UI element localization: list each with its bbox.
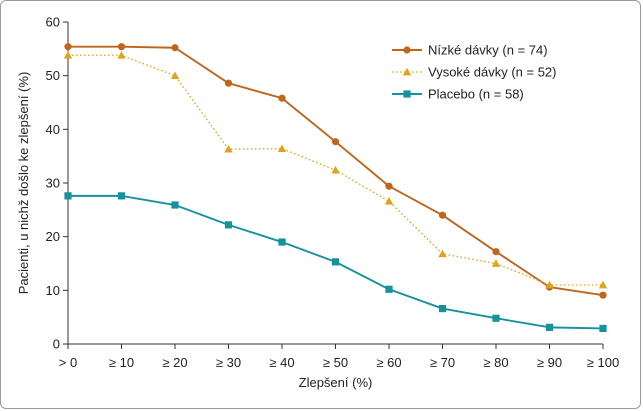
data-point: [331, 258, 340, 266]
data-point: [545, 323, 554, 331]
data-point: [403, 90, 411, 98]
x-tick-label: ≥ 20: [162, 355, 187, 370]
legend-item: Nízké dávky (n = 74): [392, 43, 548, 58]
x-tick-label: ≥ 70: [430, 355, 455, 370]
data-point: [224, 144, 233, 153]
data-point: [277, 144, 287, 153]
data-point: [598, 280, 608, 289]
y-tick-label: 40: [46, 122, 60, 137]
data-point: [545, 280, 554, 289]
x-tick-label: > 0: [59, 355, 77, 370]
y-axis: 0 10 20 30 40 50 60: [46, 15, 69, 352]
data-point: [64, 43, 72, 51]
x-tick-label: ≥ 80: [483, 355, 508, 370]
y-tick-label: 30: [46, 176, 60, 191]
x-tick-label: ≥ 60: [376, 355, 401, 370]
data-point: [331, 165, 340, 174]
data-point: [117, 43, 126, 51]
data-point: [492, 314, 500, 322]
x-axis: > 0 ≥ 10 ≥ 20 ≥ 30 ≥ 40 ≥ 50 ≥ 60 ≥ 70 ≥ 80 ≥ 90 ≥…: [59, 343, 619, 370]
x-tick-label: ≥ 10: [109, 355, 134, 370]
x-tick-label: ≥ 50: [323, 355, 348, 370]
data-point: [402, 67, 412, 76]
data-point: [403, 46, 411, 54]
data-point: [331, 138, 340, 146]
data-point: [63, 51, 73, 59]
y-axis-title: Pacienti, u nichž došlo ke zlepšení (%): [16, 72, 31, 295]
data-point: [224, 79, 233, 87]
data-point: [599, 324, 607, 333]
x-tick-label: ≥ 40: [269, 355, 294, 370]
data-point: [278, 94, 286, 102]
legend-label: Placebo (n = 58): [428, 87, 524, 102]
y-tick-label: 20: [46, 229, 60, 244]
legend: Nízké dávky (n = 74) Vysoké dávky (n = 52…: [392, 43, 557, 102]
legend-item: Placebo (n = 58): [392, 87, 524, 102]
y-tick-label: 60: [46, 15, 60, 30]
data-point: [492, 248, 500, 256]
y-tick-label: 50: [46, 68, 60, 83]
data-point: [438, 211, 447, 219]
y-tick-label: 10: [46, 283, 60, 298]
x-tick-label: ≥ 90: [537, 355, 562, 370]
data-point: [384, 197, 394, 205]
y-tick-label: 0: [53, 337, 60, 352]
x-tick-label: ≥ 100: [587, 355, 619, 370]
legend-label: Nízké dávky (n = 74): [428, 43, 548, 58]
legend-item: Vysoké dávky (n = 52): [392, 65, 557, 80]
legend-label: Vysoké dávky (n = 52): [428, 65, 557, 80]
data-point: [385, 182, 393, 190]
data-point: [385, 285, 393, 293]
data-point: [117, 51, 126, 59]
data-point: [117, 192, 126, 200]
data-point: [170, 71, 180, 80]
x-tick-label: ≥ 30: [216, 355, 241, 370]
data-point: [491, 259, 501, 267]
series-square: [64, 192, 607, 333]
series-triangle: [63, 51, 608, 289]
series-layer: [63, 43, 608, 333]
data-point: [278, 238, 286, 246]
data-point: [224, 221, 233, 229]
data-point: [171, 201, 179, 209]
data-point: [64, 192, 72, 200]
x-axis-title: Zlepšení (%): [299, 375, 373, 390]
data-point: [599, 291, 607, 299]
data-point: [438, 249, 447, 258]
data-point: [438, 304, 447, 313]
data-point: [171, 44, 179, 52]
